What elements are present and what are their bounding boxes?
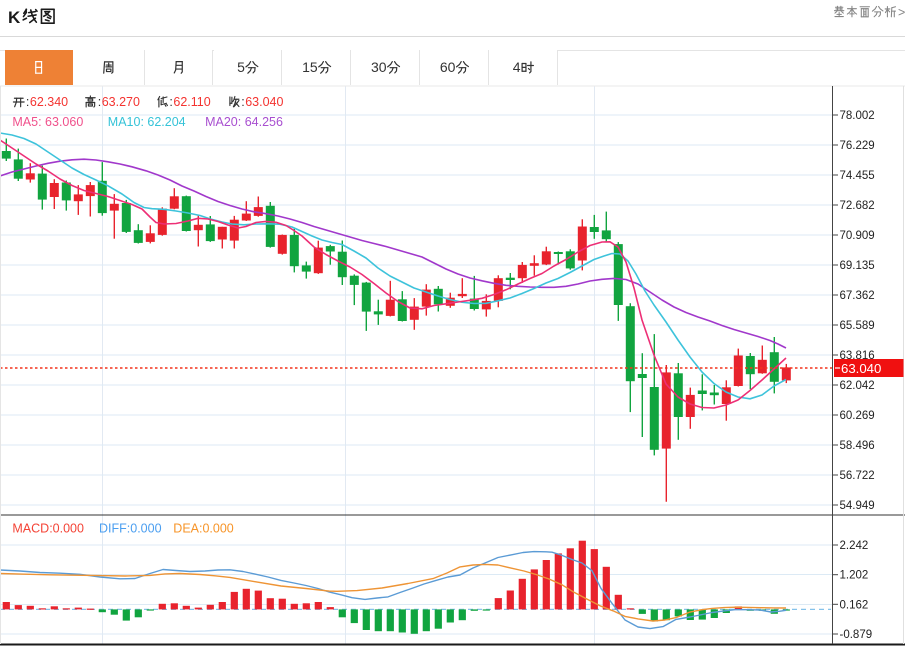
svg-text:>: > (898, 6, 905, 20)
svg-text:DEA:0.000: DEA:0.000 (173, 522, 234, 536)
svg-text:MA10: 62.204: MA10: 62.204 (108, 115, 186, 129)
svg-text::: : (241, 95, 244, 109)
svg-text:58.496: 58.496 (840, 440, 875, 452)
svg-text:62.340: 62.340 (30, 95, 68, 109)
svg-text::: : (169, 95, 172, 109)
svg-text:0: 0 (448, 59, 456, 75)
svg-text:62.042: 62.042 (840, 380, 875, 392)
svg-text:70.909: 70.909 (840, 230, 875, 242)
svg-text:74.455: 74.455 (840, 170, 875, 182)
svg-text::: : (98, 95, 101, 109)
svg-text:MACD:0.000: MACD:0.000 (12, 522, 84, 536)
svg-text:2.242: 2.242 (840, 540, 869, 552)
svg-text:76.229: 76.229 (840, 140, 875, 152)
svg-text:-0.879: -0.879 (840, 629, 873, 641)
svg-text:4: 4 (513, 59, 521, 75)
svg-text:63.040: 63.040 (245, 95, 283, 109)
svg-text:3: 3 (371, 59, 379, 75)
svg-text:MA20: 64.256: MA20: 64.256 (205, 115, 283, 129)
svg-text:54.949: 54.949 (840, 500, 875, 512)
svg-text:56.722: 56.722 (840, 470, 875, 482)
svg-text:63.270: 63.270 (102, 95, 140, 109)
svg-text:5: 5 (237, 59, 245, 75)
svg-text:62.110: 62.110 (173, 95, 210, 109)
svg-text:MA5: 63.060: MA5: 63.060 (12, 115, 83, 129)
svg-text:0: 0 (379, 59, 387, 75)
svg-text:1.202: 1.202 (840, 570, 869, 582)
svg-text:67.362: 67.362 (840, 290, 875, 302)
svg-text:65.589: 65.589 (840, 320, 875, 332)
svg-text:0.162: 0.162 (840, 599, 869, 611)
svg-text::: : (26, 95, 29, 109)
svg-text:69.135: 69.135 (840, 260, 875, 272)
svg-text:DIFF:0.000: DIFF:0.000 (99, 522, 162, 536)
svg-text:63.040: 63.040 (841, 361, 881, 376)
svg-text:5: 5 (310, 59, 318, 75)
svg-text:78.002: 78.002 (840, 110, 875, 122)
svg-text:K: K (8, 8, 21, 27)
svg-text:1: 1 (302, 59, 310, 75)
svg-text:6: 6 (440, 59, 448, 75)
svg-text:72.682: 72.682 (840, 200, 875, 212)
svg-text:60.269: 60.269 (840, 410, 875, 422)
